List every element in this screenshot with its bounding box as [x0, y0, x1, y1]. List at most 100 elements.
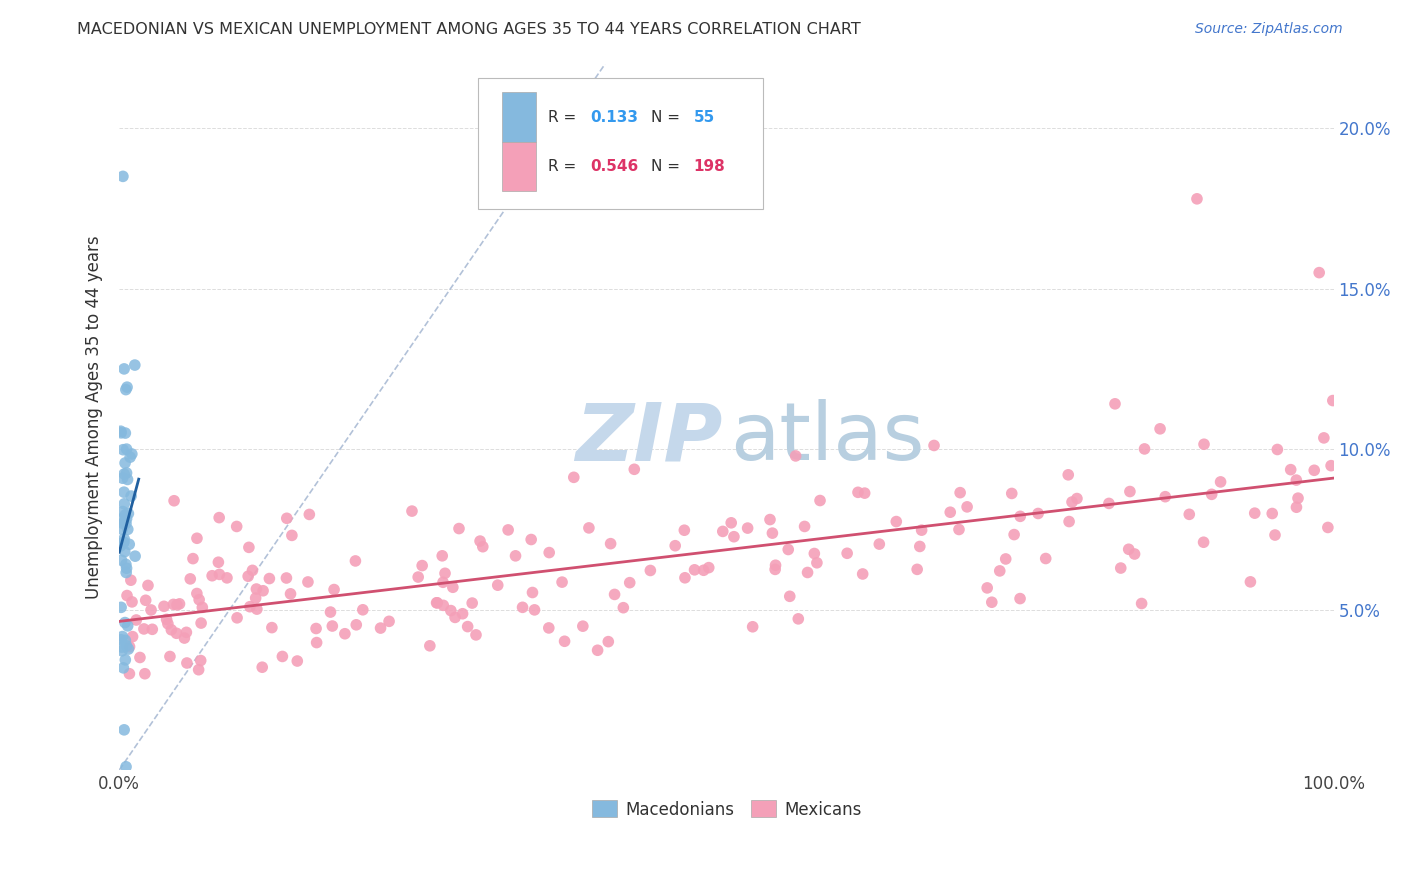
- Point: [115, 558, 138, 572]
- Point: [129, 650, 152, 665]
- Point: [1109, 561, 1132, 575]
- Point: [1154, 490, 1177, 504]
- Point: [444, 610, 467, 624]
- Point: [208, 510, 231, 524]
- Point: [988, 564, 1011, 578]
- Point: [156, 616, 179, 631]
- Point: [110, 600, 132, 615]
- Point: [1001, 486, 1024, 500]
- Point: [285, 654, 308, 668]
- Text: N =: N =: [651, 159, 685, 174]
- Point: [186, 586, 208, 600]
- Point: [319, 605, 342, 619]
- Point: [520, 533, 543, 547]
- Point: [778, 542, 800, 557]
- Point: [112, 467, 135, 481]
- Point: [281, 528, 304, 542]
- Point: [976, 581, 998, 595]
- Point: [215, 571, 238, 585]
- Point: [505, 549, 527, 563]
- Point: [110, 539, 132, 553]
- Point: [1285, 500, 1308, 515]
- Point: [112, 497, 135, 511]
- Text: ZIP: ZIP: [575, 400, 723, 477]
- Point: [1286, 491, 1309, 505]
- Point: [238, 541, 260, 555]
- Point: [785, 449, 807, 463]
- Point: [139, 603, 162, 617]
- Text: MACEDONIAN VS MEXICAN UNEMPLOYMENT AMONG AGES 35 TO 44 YEARS CORRELATION CHART: MACEDONIAN VS MEXICAN UNEMPLOYMENT AMONG…: [77, 22, 860, 37]
- Point: [276, 571, 298, 585]
- Point: [471, 540, 494, 554]
- Point: [522, 585, 544, 599]
- Point: [115, 566, 138, 580]
- Point: [846, 485, 869, 500]
- Point: [121, 595, 143, 609]
- Point: [922, 438, 945, 452]
- Point: [321, 619, 343, 633]
- Point: [114, 544, 136, 558]
- Point: [166, 598, 188, 612]
- Point: [741, 620, 763, 634]
- Point: [401, 504, 423, 518]
- Point: [298, 508, 321, 522]
- Point: [115, 760, 138, 774]
- Point: [187, 663, 209, 677]
- Point: [115, 639, 138, 653]
- Point: [1002, 527, 1025, 541]
- Point: [117, 619, 139, 633]
- Point: [114, 456, 136, 470]
- Point: [190, 654, 212, 668]
- Point: [323, 582, 346, 597]
- Point: [980, 595, 1002, 609]
- Point: [208, 567, 231, 582]
- Legend: Macedonians, Mexicans: Macedonians, Mexicans: [585, 794, 868, 825]
- Point: [191, 600, 214, 615]
- Point: [486, 578, 509, 592]
- Point: [166, 626, 188, 640]
- Point: [457, 619, 479, 633]
- Point: [162, 598, 184, 612]
- Point: [110, 424, 132, 438]
- Point: [852, 566, 875, 581]
- Point: [1060, 495, 1083, 509]
- Point: [432, 599, 454, 613]
- Point: [110, 512, 132, 526]
- Point: [1320, 458, 1343, 473]
- Point: [432, 549, 454, 563]
- Point: [118, 537, 141, 551]
- Point: [112, 535, 135, 549]
- Text: atlas: atlas: [730, 400, 925, 477]
- Point: [115, 466, 138, 480]
- Point: [496, 523, 519, 537]
- Point: [447, 522, 470, 536]
- Point: [619, 575, 641, 590]
- Point: [1313, 431, 1336, 445]
- Point: [808, 493, 831, 508]
- Point: [135, 593, 157, 607]
- Point: [125, 613, 148, 627]
- Point: [787, 612, 810, 626]
- Point: [245, 591, 267, 605]
- Point: [179, 572, 201, 586]
- Point: [512, 600, 534, 615]
- Point: [236, 569, 259, 583]
- Point: [111, 522, 134, 536]
- Point: [426, 596, 449, 610]
- Point: [1057, 515, 1080, 529]
- Y-axis label: Unemployment Among Ages 35 to 44 years: Unemployment Among Ages 35 to 44 years: [86, 235, 103, 599]
- Point: [259, 572, 281, 586]
- Point: [115, 380, 138, 394]
- Point: [796, 566, 818, 580]
- Text: 0.546: 0.546: [591, 159, 638, 174]
- Point: [949, 485, 972, 500]
- Point: [1104, 397, 1126, 411]
- Point: [112, 723, 135, 737]
- Point: [1239, 574, 1261, 589]
- FancyBboxPatch shape: [502, 92, 536, 142]
- Point: [468, 534, 491, 549]
- Point: [370, 621, 392, 635]
- Point: [554, 634, 576, 648]
- Point: [226, 611, 249, 625]
- Point: [551, 575, 574, 590]
